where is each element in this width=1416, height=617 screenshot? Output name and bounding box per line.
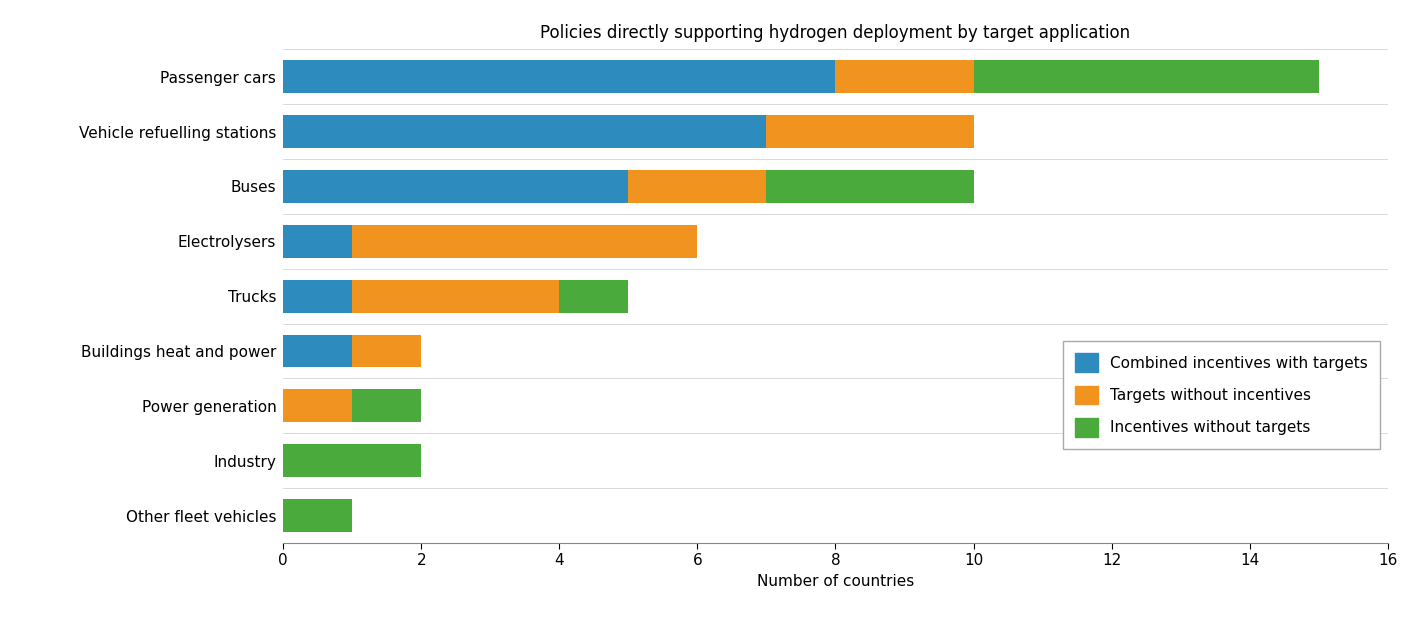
- Bar: [766, 170, 974, 203]
- X-axis label: Number of countries: Number of countries: [756, 574, 915, 589]
- Title: Policies directly supporting hydrogen deployment by target application: Policies directly supporting hydrogen de…: [541, 24, 1130, 42]
- Bar: [283, 60, 835, 93]
- Bar: [559, 280, 629, 313]
- Bar: [283, 444, 422, 477]
- Bar: [283, 115, 766, 148]
- Legend: Combined incentives with targets, Targets without incentives, Incentives without: Combined incentives with targets, Target…: [1062, 341, 1381, 449]
- Bar: [766, 115, 974, 148]
- Bar: [835, 60, 974, 93]
- Bar: [283, 280, 353, 313]
- Bar: [283, 334, 353, 368]
- Bar: [353, 280, 559, 313]
- Bar: [283, 225, 353, 258]
- Bar: [974, 60, 1318, 93]
- Bar: [353, 225, 697, 258]
- Bar: [353, 334, 422, 368]
- Bar: [353, 389, 422, 422]
- Bar: [283, 170, 629, 203]
- Bar: [629, 170, 766, 203]
- Bar: [283, 499, 353, 532]
- Bar: [283, 389, 353, 422]
